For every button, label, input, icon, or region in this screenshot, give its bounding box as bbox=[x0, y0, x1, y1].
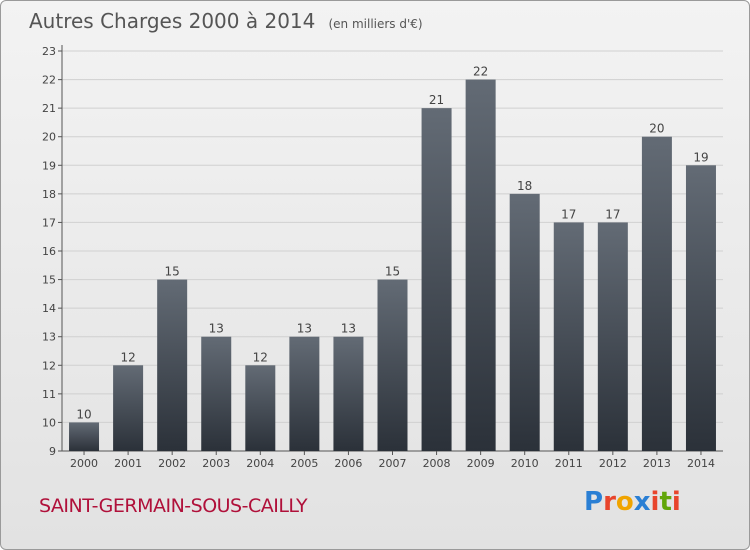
bar-2007 bbox=[377, 279, 408, 451]
logo-letter: x bbox=[633, 487, 651, 517]
y-tick-label: 9 bbox=[49, 445, 56, 458]
bar-value-label: 15 bbox=[385, 265, 400, 279]
y-tick-label: 18 bbox=[42, 188, 56, 201]
bar-value-label: 12 bbox=[120, 350, 135, 364]
bar-2008 bbox=[421, 108, 452, 452]
logo-letter: P bbox=[584, 487, 604, 517]
bar-2012 bbox=[597, 222, 628, 451]
chart-title: Autres Charges 2000 à 2014 bbox=[29, 9, 316, 33]
x-tick-label: 2006 bbox=[334, 457, 362, 470]
logo-letter: t bbox=[659, 487, 672, 517]
bar-value-label: 20 bbox=[649, 122, 664, 136]
y-tick-label: 15 bbox=[42, 274, 56, 287]
bar-2004 bbox=[245, 365, 276, 451]
x-tick-label: 2013 bbox=[643, 457, 671, 470]
bar-value-label: 13 bbox=[209, 322, 224, 336]
x-tick-label: 2008 bbox=[423, 457, 451, 470]
y-tick-label: 13 bbox=[42, 331, 56, 344]
y-tick-label: 17 bbox=[42, 216, 56, 229]
bar-layer: 10 12 15 13 12 13 13 15 21 22 18 17 17 20 19 bbox=[69, 65, 716, 452]
bar-2006 bbox=[333, 336, 364, 451]
logo-letter: r bbox=[603, 487, 616, 517]
bar-value-label: 22 bbox=[473, 65, 488, 79]
bar-value-label: 13 bbox=[341, 322, 356, 336]
x-tick-label: 2001 bbox=[114, 457, 142, 470]
axis-layer: 9 10 11 12 13 14 15 16 17 18 19 20 21 22 23 2000 2001 200… bbox=[42, 45, 723, 470]
bar-2003 bbox=[201, 336, 232, 451]
bar-2009 bbox=[465, 79, 496, 452]
x-tick-label: 2007 bbox=[379, 457, 407, 470]
x-tick-label: 2003 bbox=[202, 457, 230, 470]
y-tick-label: 22 bbox=[42, 74, 56, 87]
bar-value-label: 13 bbox=[297, 322, 312, 336]
x-tick-label: 2004 bbox=[246, 457, 274, 470]
x-tick-label: 2002 bbox=[158, 457, 186, 470]
bar-2002 bbox=[157, 279, 188, 451]
y-tick-label: 12 bbox=[42, 359, 56, 372]
y-tick-label: 21 bbox=[42, 102, 56, 115]
x-tick-label: 2000 bbox=[70, 457, 98, 470]
bar-value-label: 10 bbox=[76, 407, 91, 421]
bar-value-label: 17 bbox=[605, 207, 620, 221]
bar-2000 bbox=[69, 422, 100, 451]
bar-value-label: 12 bbox=[253, 350, 268, 364]
bar-2001 bbox=[113, 365, 144, 451]
town-name: SAINT-GERMAIN-SOUS-CAILLY bbox=[39, 495, 308, 517]
y-tick-label: 19 bbox=[42, 159, 56, 172]
bar-2005 bbox=[289, 336, 320, 451]
y-tick-label: 20 bbox=[42, 131, 56, 144]
x-tick-label: 2009 bbox=[467, 457, 495, 470]
x-tick-label: 2005 bbox=[290, 457, 318, 470]
y-tick-label: 14 bbox=[42, 302, 56, 315]
y-tick-label: 11 bbox=[42, 388, 56, 401]
y-tick-label: 23 bbox=[42, 45, 56, 58]
x-tick-label: 2014 bbox=[687, 457, 715, 470]
bar-value-label: 15 bbox=[165, 265, 180, 279]
bar-value-label: 17 bbox=[561, 207, 576, 221]
bar-2014 bbox=[685, 165, 716, 452]
bar-2013 bbox=[641, 136, 672, 451]
x-tick-label: 2011 bbox=[555, 457, 583, 470]
logo-letter: o bbox=[615, 487, 634, 517]
bar-2010 bbox=[509, 193, 540, 451]
bar-value-label: 19 bbox=[693, 150, 708, 164]
logo-letter: i bbox=[650, 487, 660, 517]
x-tick-label: 2012 bbox=[599, 457, 627, 470]
y-tick-label: 10 bbox=[42, 416, 56, 429]
proxiti-logo[interactable]: Proxiti bbox=[584, 487, 681, 517]
logo-letter: i bbox=[671, 487, 681, 517]
bar-2011 bbox=[553, 222, 584, 451]
x-tick-label: 2010 bbox=[511, 457, 539, 470]
bar-value-label: 21 bbox=[429, 93, 444, 107]
chart-unit: (en milliers d'€) bbox=[328, 17, 423, 31]
bar-chart: 9 10 11 12 13 14 15 16 17 18 19 20 21 22 23 2000 2001 200… bbox=[42, 45, 723, 470]
bar-value-label: 18 bbox=[517, 179, 532, 193]
y-tick-label: 16 bbox=[42, 245, 56, 258]
title-row: Autres Charges 2000 à 2014 (en milliers … bbox=[29, 9, 423, 33]
